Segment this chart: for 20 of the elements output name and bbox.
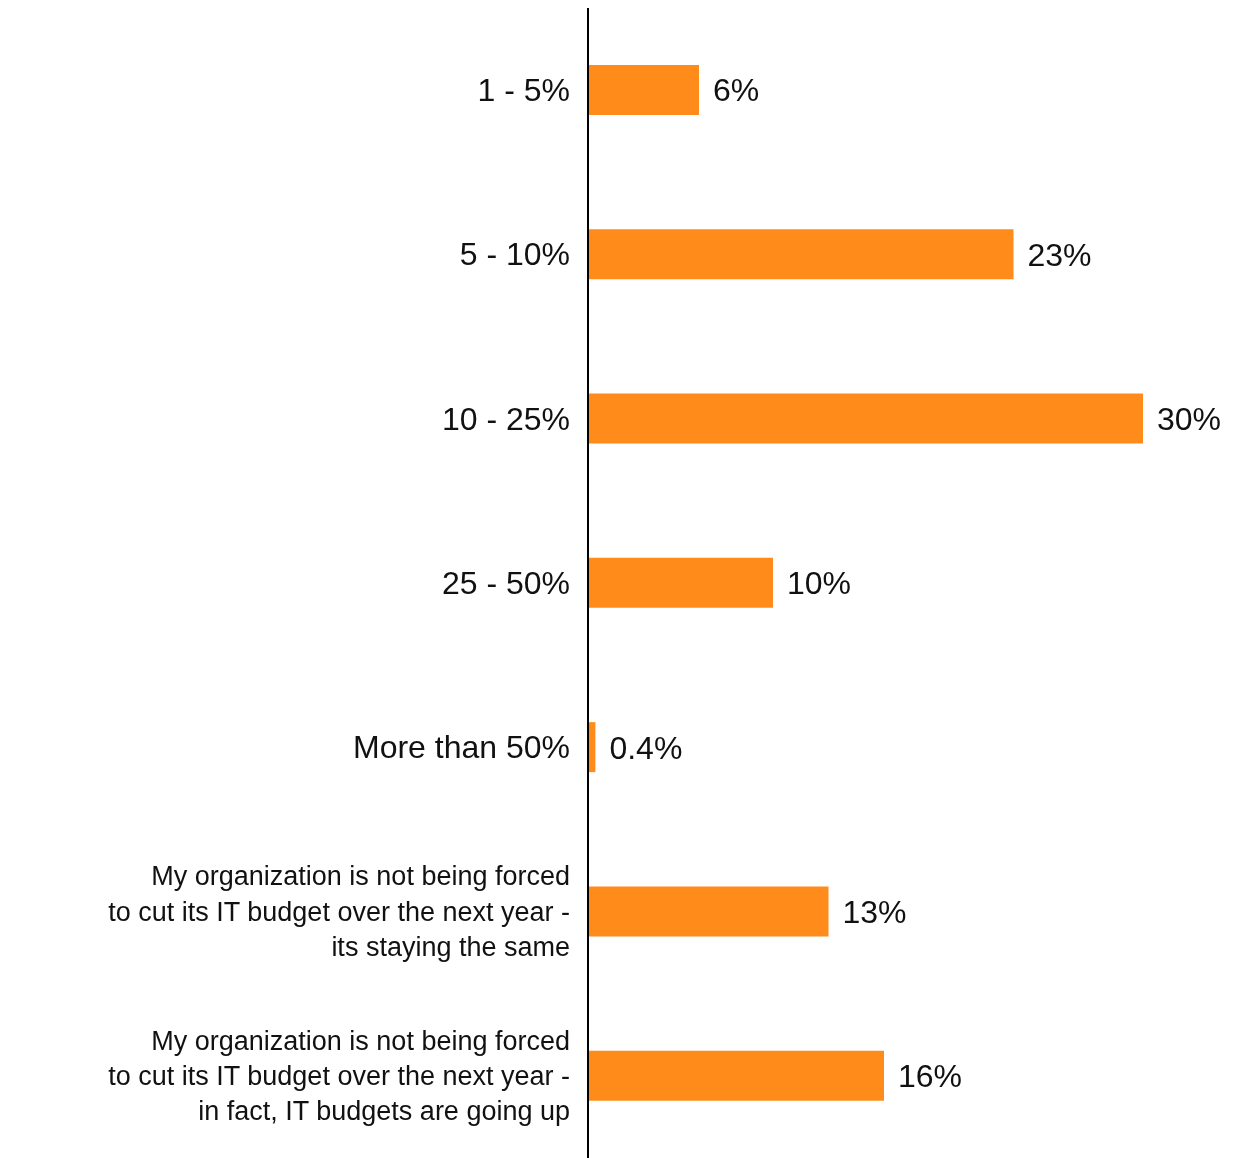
data-label: 23%	[1027, 236, 1092, 273]
data-label: 16%	[898, 1058, 963, 1095]
y-tick-label: 1 - 5%	[477, 72, 570, 109]
data-label: 13%	[842, 893, 907, 930]
data-label: 10%	[787, 565, 852, 602]
bar	[588, 393, 1143, 444]
y-tick-label: More than 50%	[352, 729, 570, 766]
y-tick-label: My organization is not being forced to cut its IT budget over the next year - in fact, IT budgets are going up	[108, 1025, 570, 1126]
y-tick-label: 10 - 25%	[441, 400, 570, 437]
bar	[588, 557, 773, 608]
y-tick-label: My organization is not being forced to cut its IT budget over the next year - its staying the same	[108, 861, 570, 962]
data-label: 6%	[713, 72, 760, 109]
bar	[588, 65, 699, 115]
bar	[588, 229, 1014, 280]
bar	[588, 1050, 884, 1101]
data-label: 30%	[1157, 400, 1222, 437]
y-tick-label: 5 - 10%	[459, 236, 570, 273]
y-tick-label: 25 - 50%	[441, 565, 570, 601]
data-label: 0.4%	[609, 729, 683, 766]
bar	[588, 886, 829, 937]
